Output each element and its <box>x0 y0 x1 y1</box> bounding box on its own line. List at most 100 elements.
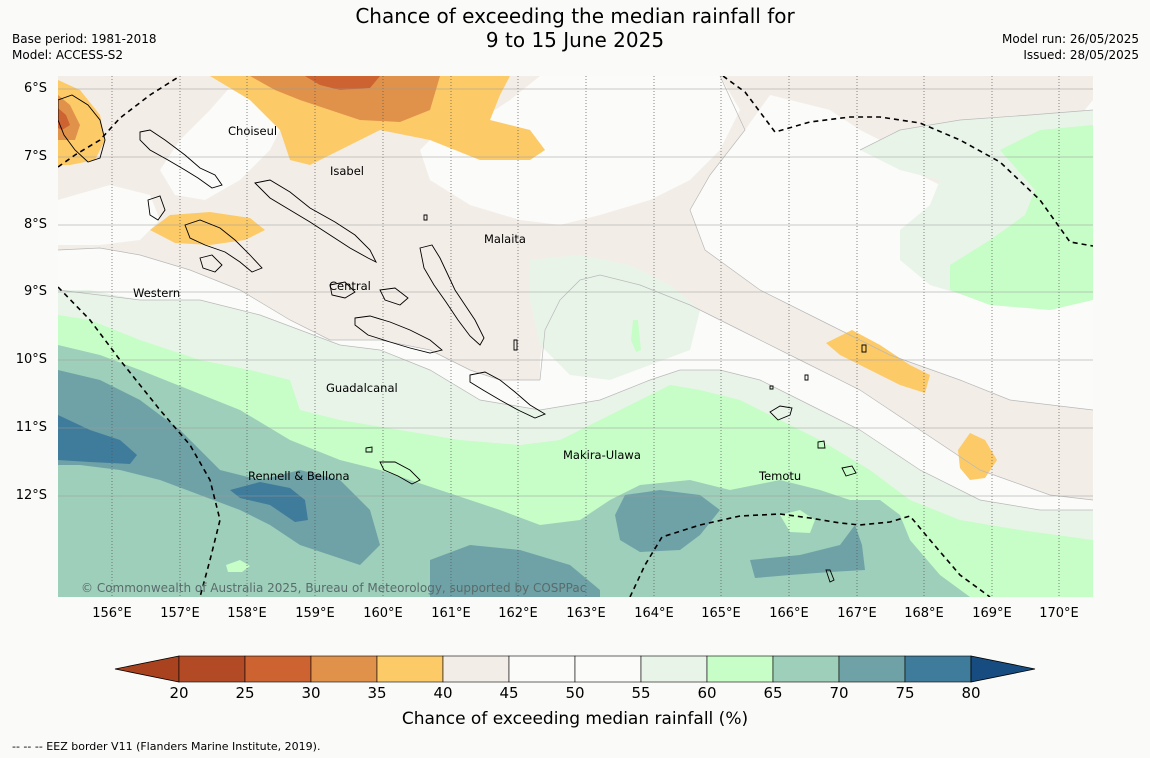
contour-45-50 <box>58 76 1093 500</box>
contour-70-75-east <box>750 525 865 578</box>
lon-label-168e: 168°E <box>904 606 944 621</box>
contour-25-30 <box>305 76 380 90</box>
label-rennell-bellona: Rennell & Bellona <box>248 469 350 483</box>
colorbar-tick-40: 40 <box>433 684 453 702</box>
lat-label-9s: 9°S <box>23 284 47 299</box>
label-temotu: Temotu <box>758 469 801 483</box>
island-western-1 <box>147 195 166 221</box>
colorbar-tick-20: 20 <box>169 684 189 702</box>
island-temotu-1 <box>769 405 793 421</box>
meta-right: Model run: 26/05/2025 Issued: 28/05/2025 <box>1002 31 1139 63</box>
label-choiseul: Choiseul <box>228 124 277 138</box>
colorbar-tick-80: 80 <box>961 684 981 702</box>
copyright-text: © Commonwealth of Australia 2025, Bureau… <box>81 581 586 595</box>
lon-label-165e: 165°E <box>701 606 741 621</box>
issued-date: Issued: 28/05/2025 <box>1023 48 1139 62</box>
lat-label-8s: 8°S <box>23 217 47 232</box>
label-isabel: Isabel <box>330 164 364 178</box>
lat-label-6s: 6°S <box>23 81 47 96</box>
colorbar <box>114 655 1036 683</box>
contour-60-65-spot <box>631 320 641 352</box>
eez-footnote: -- -- -- EEZ border V11 (Flanders Marine… <box>12 740 321 753</box>
label-western: Western <box>133 286 180 300</box>
colorbar-tick-70: 70 <box>829 684 849 702</box>
colorbar-tick-45: 45 <box>499 684 519 702</box>
colorbar-bin <box>772 655 840 683</box>
label-central: Central <box>329 279 371 293</box>
colorbar-bin <box>904 655 972 683</box>
island-makira <box>469 371 547 419</box>
colorbar-bin <box>574 655 642 683</box>
contour-light-spot-2 <box>780 510 815 533</box>
contour-70-75-center <box>615 490 720 552</box>
contour-75-80-b <box>230 482 308 522</box>
place-labels: Choiseul Isabel Malaita Western Central … <box>133 124 801 483</box>
island-western-3 <box>199 254 223 273</box>
colorbar-bin <box>442 655 510 683</box>
island-rennell <box>379 461 421 485</box>
contour-55-60-mid <box>530 255 700 380</box>
colorbar-bin <box>508 655 576 683</box>
contour-50-55-c <box>58 185 160 245</box>
island-choiseul <box>139 129 223 189</box>
lat-label-11s: 11°S <box>15 420 47 435</box>
colorbar-tick-60: 60 <box>697 684 717 702</box>
lon-label-161e: 161°E <box>431 606 471 621</box>
title-line-1: Chance of exceeding the median rainfall … <box>355 4 795 28</box>
colorbar-boxes <box>178 655 972 683</box>
contour-50-55-b <box>420 76 740 225</box>
colorbar-tick-55: 55 <box>631 684 651 702</box>
contour-35-40-east <box>826 330 930 393</box>
island-small-east-2 <box>861 344 867 353</box>
label-guadalcanal: Guadalcanal <box>326 381 398 395</box>
colorbar-bin <box>178 655 246 683</box>
colorbar-bin <box>838 655 906 683</box>
lat-label-12s: 12°S <box>15 488 47 503</box>
map-title: Chance of exceeding the median rainfall … <box>0 4 1150 52</box>
latitude-lines <box>58 88 1093 497</box>
island-small-ne <box>769 385 774 390</box>
contour-35-40-west <box>58 80 105 165</box>
contour-60-65-east <box>950 125 1093 310</box>
island-small-mid <box>513 339 518 351</box>
lon-label-164e: 164°E <box>634 606 674 621</box>
lat-label-10s: 10°S <box>15 352 47 367</box>
lon-label-163e: 163°E <box>566 606 606 621</box>
label-makira-ulawa: Makira-Ulawa <box>563 448 641 462</box>
island-small-east <box>804 374 809 381</box>
colorbar-tick-65: 65 <box>763 684 783 702</box>
lon-label-159e: 159°E <box>295 606 335 621</box>
map-plot-area: Choiseul Isabel Malaita Western Central … <box>58 76 1093 597</box>
lon-label-162e: 162°E <box>498 606 538 621</box>
lon-label-156e: 156°E <box>92 606 132 621</box>
contour-30-35 <box>250 76 440 122</box>
island-temotu-4 <box>825 569 835 583</box>
contour-75-80-a <box>58 415 137 464</box>
lon-label-170e: 170°E <box>1039 606 1079 621</box>
island-small-north <box>423 214 428 221</box>
colorbar-low-arrow <box>114 655 180 683</box>
island-shortlands <box>58 94 106 163</box>
lon-label-169e: 169°E <box>972 606 1012 621</box>
lon-label-166e: 166°E <box>769 606 809 621</box>
contour-70-75-south <box>430 545 600 597</box>
colorbar-bin <box>310 655 378 683</box>
island-western-2 <box>184 219 263 273</box>
model-name: Model: ACCESS-S2 <box>12 48 124 62</box>
colorbar-bin <box>706 655 774 683</box>
colorbar-tick-75: 75 <box>895 684 915 702</box>
island-bellona <box>365 446 373 453</box>
island-malaita <box>419 244 485 346</box>
lon-label-160e: 160°E <box>363 606 403 621</box>
colorbar-bin <box>640 655 708 683</box>
colorbar-tick-25: 25 <box>235 684 255 702</box>
island-temotu-2 <box>817 440 826 449</box>
colorbar-bin <box>244 655 312 683</box>
contour-25-30-west <box>58 108 70 130</box>
contour-lines <box>58 76 1093 511</box>
coastlines <box>58 94 867 583</box>
contour-50-55-d <box>820 300 1093 400</box>
title-line-2: 9 to 15 June 2025 <box>485 28 665 52</box>
lon-label-158e: 158°E <box>227 606 267 621</box>
contour-35-40-west2 <box>150 212 265 245</box>
